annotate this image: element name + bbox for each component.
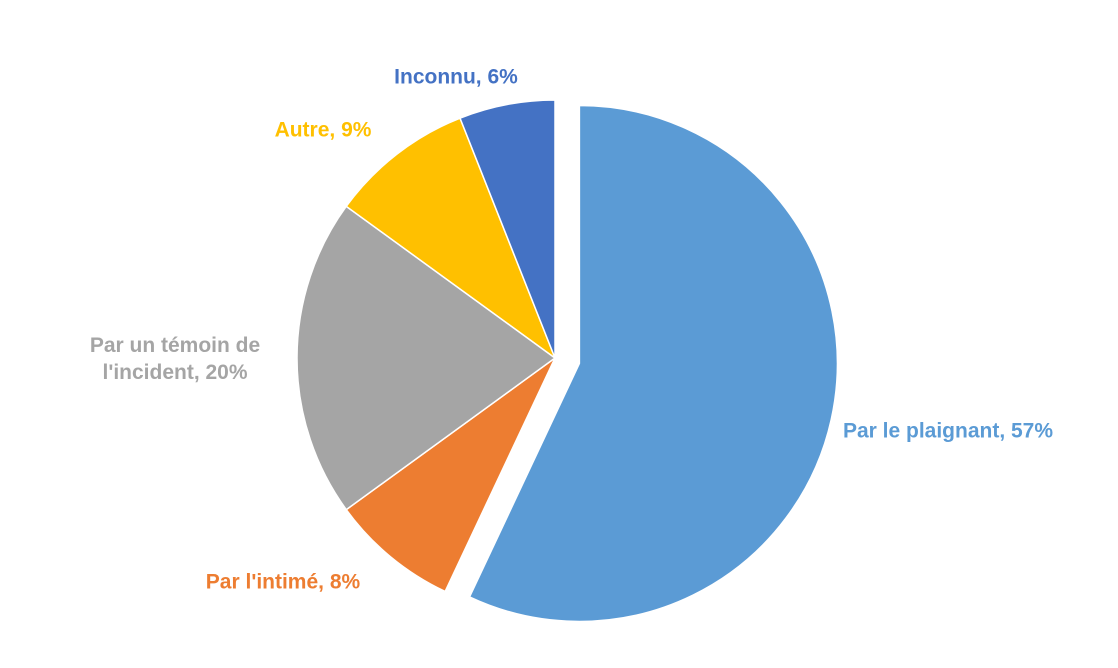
- pie-slice: [468, 104, 839, 623]
- data-label: Inconnu, 6%: [394, 65, 518, 89]
- pie-slice: [459, 99, 556, 359]
- data-label: Autre, 9%: [274, 118, 372, 142]
- data-label: Par un témoin de l'incident, 20%: [89, 334, 261, 384]
- data-label: Par le plaignant, 57%: [842, 419, 1054, 443]
- pie-slice: [345, 357, 556, 593]
- pie-slice: [296, 205, 557, 511]
- data-label: Par l'intimé, 8%: [205, 570, 361, 594]
- pie-slice: [345, 117, 557, 361]
